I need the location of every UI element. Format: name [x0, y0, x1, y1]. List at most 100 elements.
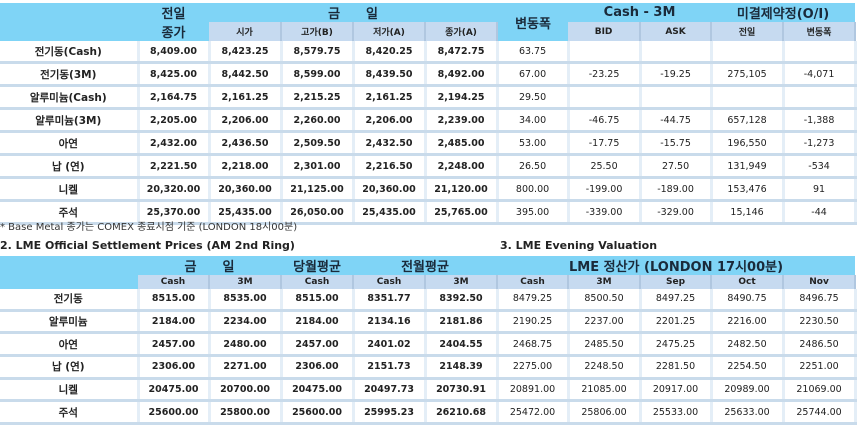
- price-cell: 2234.00: [209, 310, 283, 335]
- table-row: 전기동(Cash) 8,409.00 8,423.25 8,579.75 8,420.2…: [0, 41, 857, 64]
- price-cell: 29.50: [497, 85, 570, 110]
- header-prev: 전일: [138, 3, 209, 22]
- price-cell: -199.00: [568, 177, 642, 202]
- metal-label: 알루미늄: [0, 310, 140, 335]
- price-cell: 63.75: [497, 41, 570, 64]
- price-cell: 26,050.00: [281, 200, 355, 225]
- price-cell: 25633.00: [711, 400, 785, 425]
- metal-label: 전기동(Cash): [0, 41, 140, 64]
- price-cell: 20891.00: [497, 378, 570, 403]
- price-cell: 8500.50: [568, 289, 642, 312]
- table-row: 아연 2,432.00 2,436.50 2,509.50 2,432.50 2,485.…: [0, 131, 857, 156]
- header-change: 변동폭: [497, 3, 569, 41]
- price-cell: 53.00: [497, 131, 570, 156]
- price-cell: 2,509.50: [281, 131, 355, 156]
- section-title-evening: 3. LME Evening Valuation: [500, 239, 658, 252]
- price-cell: 25.50: [568, 154, 642, 179]
- price-cell: 2468.75: [497, 332, 570, 358]
- price-cell: 2148.39: [425, 355, 499, 380]
- price-cell: 2457.00: [138, 332, 211, 358]
- price-cell: 8490.75: [711, 289, 785, 312]
- price-cell: 2230.50: [783, 310, 857, 335]
- price-cell: 2486.50: [783, 332, 857, 358]
- price-cell: 2,432.50: [353, 131, 427, 156]
- price-cell: 8,439.50: [353, 62, 427, 87]
- price-cell: 2,216.50: [353, 154, 427, 179]
- sub-header: 3M: [425, 275, 499, 289]
- price-cell: 2,248.00: [425, 154, 499, 179]
- price-cell: 8,409.00: [138, 41, 211, 64]
- price-cell: [568, 85, 642, 110]
- table-row: 알루미늄(3M) 2,205.00 2,206.00 2,260.00 2,206.00…: [0, 108, 857, 133]
- sub-header: Oct: [711, 275, 785, 289]
- sub-close: 종가(A): [425, 22, 499, 41]
- price-cell: 25,370.00: [138, 200, 211, 225]
- table-row: 전기동(3M) 8,425.00 8,442.50 8,599.00 8,439.50 8…: [0, 62, 857, 87]
- price-cell: 2275.00: [497, 355, 570, 380]
- metal-label: 니켈: [0, 378, 140, 403]
- price-cell: -46.75: [568, 108, 642, 133]
- metal-label: 주석: [0, 200, 140, 225]
- price-cell: 21,125.00: [281, 177, 355, 202]
- table-row: 주석 25,370.00 25,435.00 26,050.00 25,435.00 25…: [0, 200, 857, 225]
- price-cell: -4,071: [783, 62, 857, 87]
- header-prev-close: 종가: [138, 22, 209, 41]
- price-cell: -189.00: [640, 177, 713, 202]
- price-cell: 2,260.00: [281, 108, 355, 133]
- table-row: 납 (연) 2306.00 2271.00 2306.00 2151.73 2148.39…: [0, 355, 857, 380]
- price-cell: 25800.00: [209, 400, 283, 425]
- price-cell: 8515.00: [138, 289, 211, 312]
- lme-daily-prices-table: 전일 금 일 변동폭 Cash - 3M 미결제약정(O/I) 종가 시가 고가…: [0, 3, 857, 225]
- price-cell: 25,435.00: [353, 200, 427, 225]
- price-cell: 2475.25: [640, 332, 713, 358]
- header-oi: 미결제약정(O/I): [711, 3, 856, 22]
- price-cell: [711, 41, 785, 64]
- header-month-avg: 당월평균: [281, 256, 354, 275]
- sub-header: Cash: [353, 275, 427, 289]
- price-cell: 2404.55: [425, 332, 499, 358]
- table-row: 알루미늄(Cash) 2,164.75 2,161.25 2,215.25 2,161.…: [0, 85, 857, 110]
- price-cell: 67.00: [497, 62, 570, 87]
- price-cell: 2485.50: [568, 332, 642, 358]
- price-cell: 2401.02: [353, 332, 427, 358]
- price-cell: 2,432.00: [138, 131, 211, 156]
- price-cell: 2457.00: [281, 332, 355, 358]
- price-cell: 20730.91: [425, 378, 499, 403]
- metal-label: 아연: [0, 131, 140, 156]
- price-cell: [640, 41, 713, 64]
- price-cell: 20475.00: [138, 378, 211, 403]
- price-cell: -44: [783, 200, 857, 225]
- price-cell: 8497.25: [640, 289, 713, 312]
- price-cell: 2254.50: [711, 355, 785, 380]
- sub-open: 시가: [209, 22, 282, 41]
- price-cell: 26.50: [497, 154, 570, 179]
- price-cell: -339.00: [568, 200, 642, 225]
- price-cell: 275,105: [711, 62, 785, 87]
- sub-oi-prev: 전일: [711, 22, 785, 41]
- price-cell: 21069.00: [783, 378, 857, 403]
- price-cell: 8,579.75: [281, 41, 355, 64]
- price-cell: 2,239.00: [425, 108, 499, 133]
- metal-label: 납 (연): [0, 355, 140, 380]
- price-cell: 8,423.25: [209, 41, 283, 64]
- metal-label: 니켈: [0, 177, 140, 202]
- price-cell: 25472.00: [497, 400, 570, 425]
- price-cell: 2,485.00: [425, 131, 499, 156]
- price-cell: 2,205.00: [138, 108, 211, 133]
- price-cell: 2482.50: [711, 332, 785, 358]
- price-cell: 2271.00: [209, 355, 283, 380]
- price-cell: 8,442.50: [209, 62, 283, 87]
- price-cell: 2281.50: [640, 355, 713, 380]
- price-cell: 2,161.25: [209, 85, 283, 110]
- price-cell: 395.00: [497, 200, 570, 225]
- price-cell: 2248.50: [568, 355, 642, 380]
- sub-header: 3M: [568, 275, 642, 289]
- price-cell: 34.00: [497, 108, 570, 133]
- price-cell: 20,360.00: [353, 177, 427, 202]
- sub-header: Cash: [281, 275, 355, 289]
- metal-label: 아연: [0, 332, 140, 358]
- price-cell: 8,425.00: [138, 62, 211, 87]
- price-cell: 20917.00: [640, 378, 713, 403]
- price-cell: 25600.00: [281, 400, 355, 425]
- price-cell: 26210.68: [425, 400, 499, 425]
